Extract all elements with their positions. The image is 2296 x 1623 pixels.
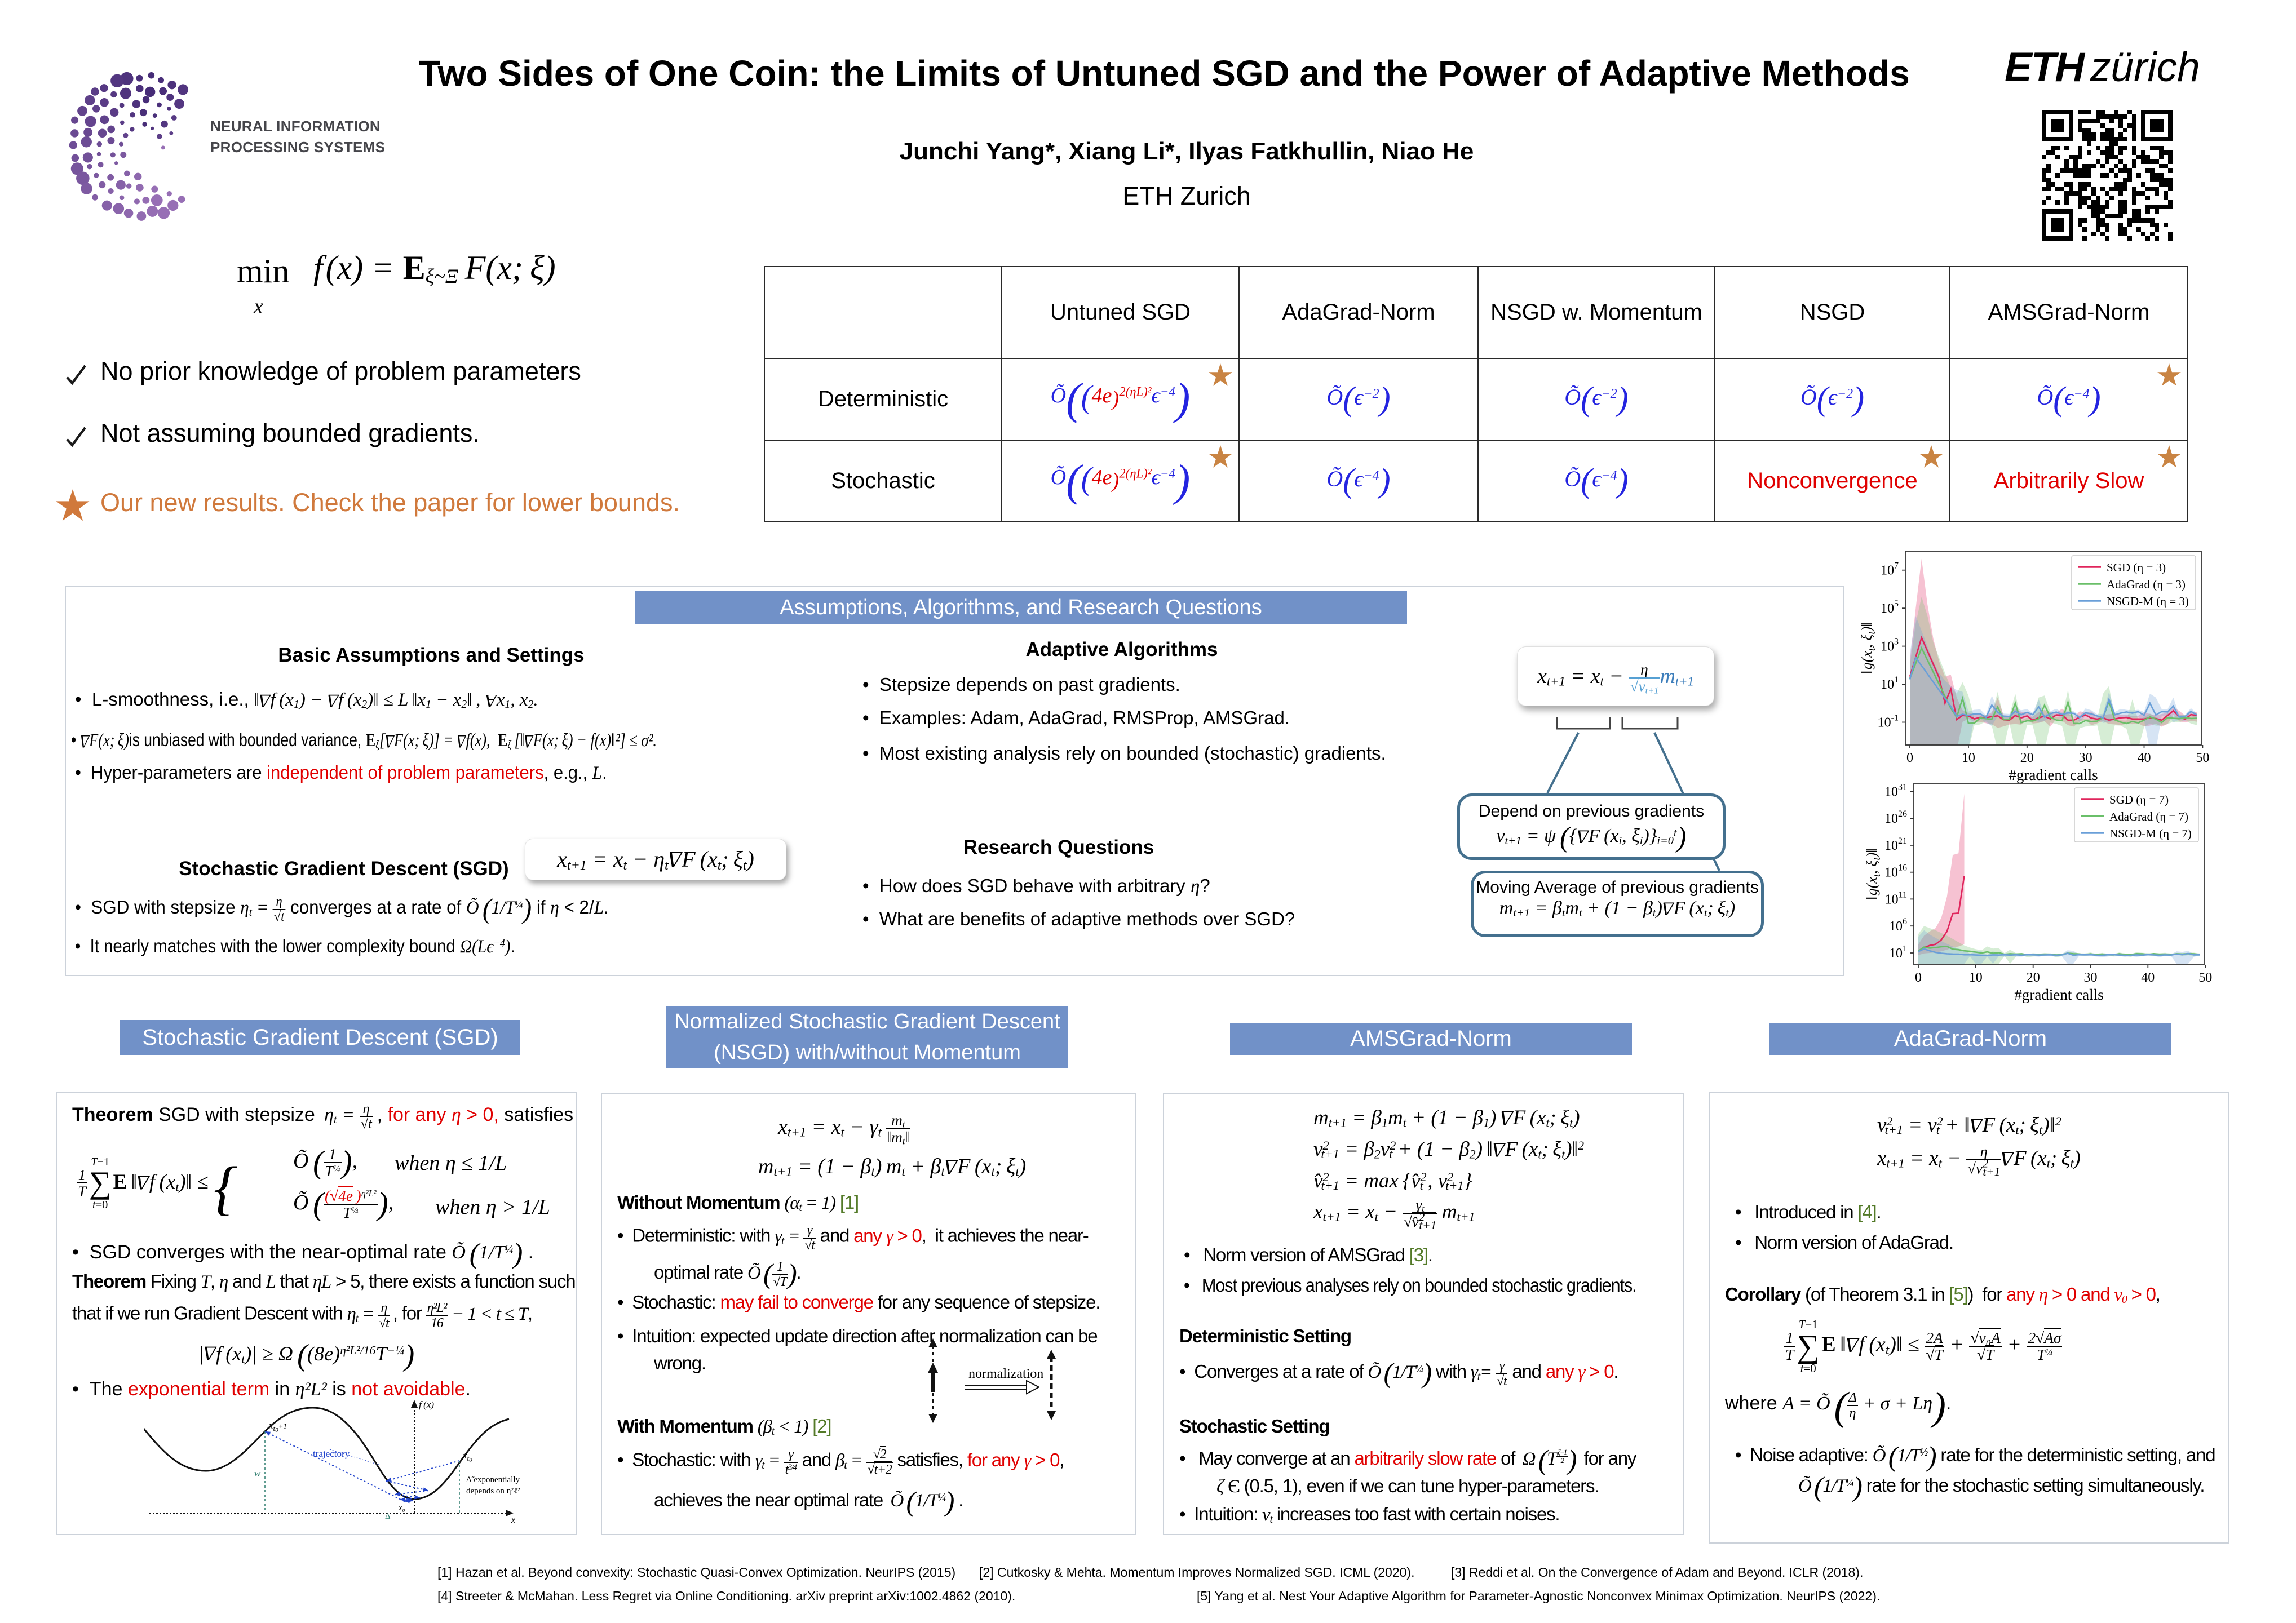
svg-text:1021: 1021 — [1884, 836, 1907, 853]
svg-text:w: w — [254, 1468, 261, 1479]
svg-text:AdaGrad (η = 3): AdaGrad (η = 3) — [2107, 578, 2186, 591]
svg-text:NSGD-M (η = 7): NSGD-M (η = 7) — [2109, 827, 2192, 840]
svg-text:f (x): f (x) — [419, 1399, 434, 1410]
svg-text:105: 105 — [1881, 599, 1899, 616]
svg-text:101: 101 — [1881, 675, 1899, 692]
svg-text:Δ̃ exponentially: Δ̃ exponentially — [466, 1475, 520, 1484]
svg-text:40: 40 — [2141, 970, 2155, 985]
svg-text:10: 10 — [1962, 751, 1975, 765]
svg-text:106: 106 — [1889, 917, 1907, 934]
svg-text:0: 0 — [1906, 751, 1913, 765]
svg-text:20: 20 — [2020, 751, 2034, 765]
svg-text:Δ: Δ — [385, 1512, 391, 1521]
svg-text:101: 101 — [1889, 944, 1907, 961]
svg-text:#gradient calls: #gradient calls — [2009, 766, 2098, 783]
svg-text:40: 40 — [2138, 751, 2151, 765]
svg-text:1026: 1026 — [1884, 809, 1907, 826]
svg-text:#gradient calls: #gradient calls — [2014, 986, 2103, 1003]
svg-text:‖g(xt, ξt)‖: ‖g(xt, ξt)‖ — [1859, 622, 1878, 673]
svg-text:1011: 1011 — [1885, 890, 1907, 907]
svg-text:AdaGrad (η = 7): AdaGrad (η = 7) — [2109, 810, 2188, 823]
svg-text:0: 0 — [1915, 970, 1922, 985]
svg-text:normalization: normalization — [968, 1367, 1043, 1381]
svg-text:10-1: 10-1 — [1878, 713, 1899, 730]
svg-text:103: 103 — [1881, 637, 1899, 654]
svg-text:SGD (η = 3): SGD (η = 3) — [2107, 561, 2166, 574]
svg-text:1016: 1016 — [1884, 863, 1907, 880]
svg-text:x: x — [511, 1515, 515, 1525]
svg-text:50: 50 — [2198, 970, 2212, 985]
svg-text:depends on η²ℓ²: depends on η²ℓ² — [466, 1487, 520, 1496]
svg-text:SGD (η = 7): SGD (η = 7) — [2109, 793, 2169, 806]
svg-text:20: 20 — [2027, 970, 2040, 985]
svg-text:50: 50 — [2196, 751, 2209, 765]
svg-text:10: 10 — [1969, 970, 1983, 985]
svg-text:xt0+1: xt0+1 — [268, 1420, 287, 1434]
svg-text:trajectory: trajectory — [313, 1448, 350, 1459]
svg-text:30: 30 — [2079, 751, 2092, 765]
svg-text:NSGD-M (η = 3): NSGD-M (η = 3) — [2107, 595, 2189, 608]
svg-text:1031: 1031 — [1884, 782, 1907, 799]
svg-text:‖g(xt, ξt)‖: ‖g(xt, ξt)‖ — [1864, 848, 1883, 899]
svg-text:107: 107 — [1881, 561, 1899, 578]
svg-text:x₀: x₀ — [398, 1504, 405, 1513]
svg-text:30: 30 — [2084, 970, 2098, 985]
